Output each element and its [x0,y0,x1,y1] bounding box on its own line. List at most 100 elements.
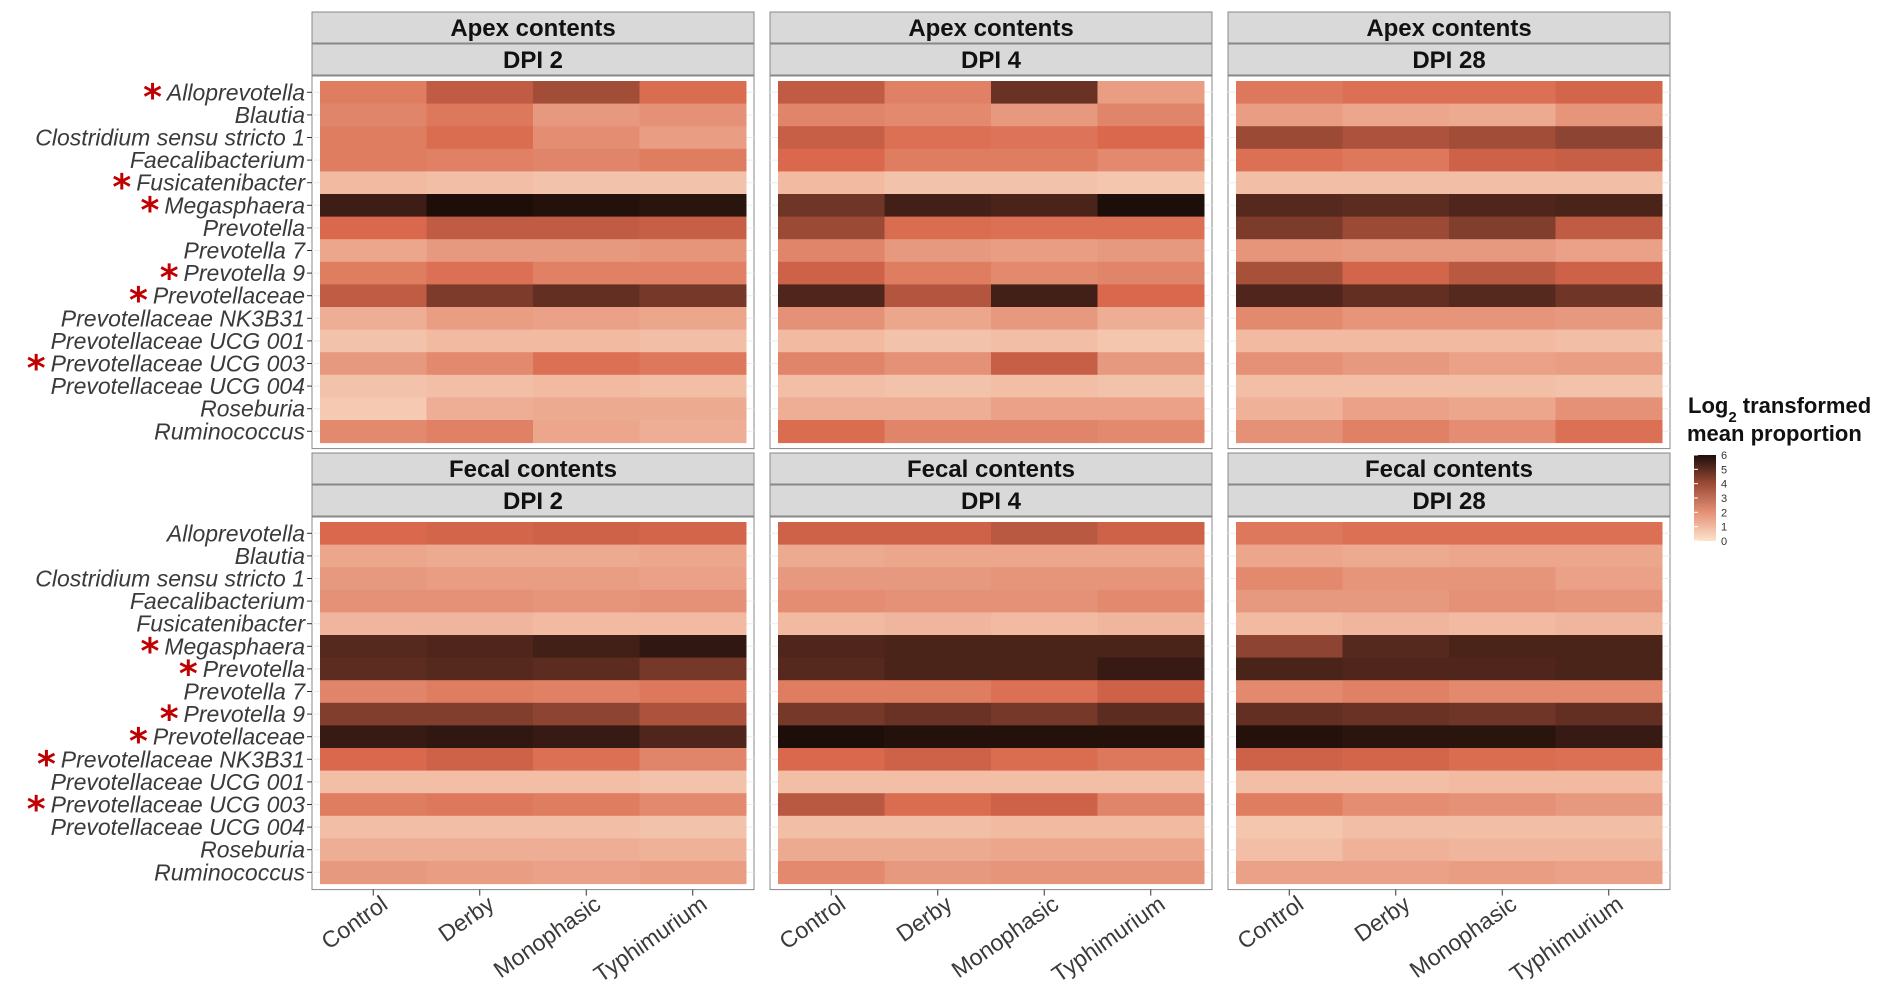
heatmap-cell [1449,148,1556,172]
heatmap-cell [320,216,427,240]
heatmap-cell [1342,397,1450,421]
heatmap-cell [1342,329,1450,353]
heatmap-cell [884,544,992,568]
heatmap-cell [1097,702,1205,726]
heatmap-cell [1555,635,1663,659]
heatmap-cell [778,148,885,172]
heatmap-cell [778,657,885,681]
heatmap-cell [1449,397,1556,421]
treatment-label: Control [774,890,850,954]
genus-label: Blautia [235,543,305,569]
heatmap-cell [1449,748,1556,772]
heatmap-cell [1342,702,1450,726]
genus-label: Alloprevotella [165,79,305,105]
heatmap-cell [1342,239,1450,263]
heatmap-cell [639,612,747,636]
heatmap-cell [639,815,747,839]
heatmap-cell [1342,81,1450,105]
heatmap-cell [426,216,534,240]
heatmap-cell [1236,329,1343,353]
heatmap-cell [991,171,1098,195]
strip-site-background [769,11,1213,44]
heatmap-cell [426,397,534,421]
heatmap-cell [884,567,992,591]
heatmap-cell [639,680,747,704]
significance-star: * [141,631,160,672]
heatmap-cell [1555,194,1663,218]
heatmap-cell [884,126,992,150]
heatmap-cell [1097,725,1205,749]
genus-label: Prevotellaceae [153,724,305,750]
heatmap-cell [426,239,534,263]
heatmap-cell [1342,815,1450,839]
heatmap-cell [533,216,640,240]
genus-label: Prevotella [203,215,305,241]
significance-star: * [141,190,160,231]
significance-star: * [160,699,179,740]
heatmap-cell [320,374,427,398]
heatmap-cell [1342,680,1450,704]
heatmap-cell [639,793,747,817]
heatmap-cell [1449,702,1556,726]
heatmap-cell [1449,171,1556,195]
heatmap-cell [1449,793,1556,817]
heatmap-cell [533,148,640,172]
heatmap-cell [778,725,885,749]
heatmap-cell [1449,567,1556,591]
heatmap-cell [1449,284,1556,308]
heatmap-cell [1342,612,1450,636]
heatmap-cell [426,635,534,659]
genus-label: Alloprevotella [165,520,305,546]
heatmap-cell [1342,657,1450,681]
heatmap-cell [533,352,640,376]
heatmap-cell [533,748,640,772]
genus-label: Prevotella 7 [184,679,307,705]
heatmap-cell [426,612,534,636]
heatmap-cell [1449,770,1556,794]
heatmap-cell [1449,657,1556,681]
heatmap-cell [320,126,427,150]
legend-colorbar [1694,455,1716,541]
heatmap-cell [991,148,1098,172]
heatmap-cell [1236,397,1343,421]
strip-site-label: Apex contents [908,15,1073,42]
heatmap-cell [991,702,1098,726]
genus-label: Prevotella 7 [184,238,307,264]
heatmap-cell [1342,307,1450,331]
heatmap-cell [1449,103,1556,127]
heatmap-cell [1097,171,1205,195]
strip-site-background [1227,452,1671,485]
heatmap-cell [991,522,1098,546]
heatmap-cell [533,126,640,150]
heatmap-cell [1449,216,1556,240]
heatmap-cell [1097,544,1205,568]
heatmap-cell [778,815,885,839]
heatmap-cell [320,635,427,659]
heatmap-cell [1342,216,1450,240]
heatmap-cell [1555,352,1663,376]
heatmap-cell [639,544,747,568]
genus-label: Roseburia [200,396,305,422]
heatmap-cell [1555,374,1663,398]
heatmap-cell [884,374,992,398]
heatmap-cell [426,103,534,127]
heatmap-cell [1555,770,1663,794]
heatmap-cell [320,815,427,839]
genus-label: Fusicatenibacter [136,611,306,637]
heatmap-cell [778,329,885,353]
significance-star: * [129,722,148,763]
heatmap-cell [533,397,640,421]
heatmap-cell [991,815,1098,839]
heatmap-cell [1097,770,1205,794]
heatmap-cell [1236,702,1343,726]
legend-title-subscript: 2 [1728,409,1736,426]
facet-panel: Fecal contents DPI 4 [769,452,1213,891]
legend-tick-label: 4 [1721,479,1727,491]
heatmap-cell [320,567,427,591]
heatmap-cell [426,815,534,839]
heatmap-cell [1449,815,1556,839]
heatmap-cell [778,838,885,862]
heatmap-cell [533,635,640,659]
heatmap-cell [639,420,747,444]
heatmap-cell [639,126,747,150]
